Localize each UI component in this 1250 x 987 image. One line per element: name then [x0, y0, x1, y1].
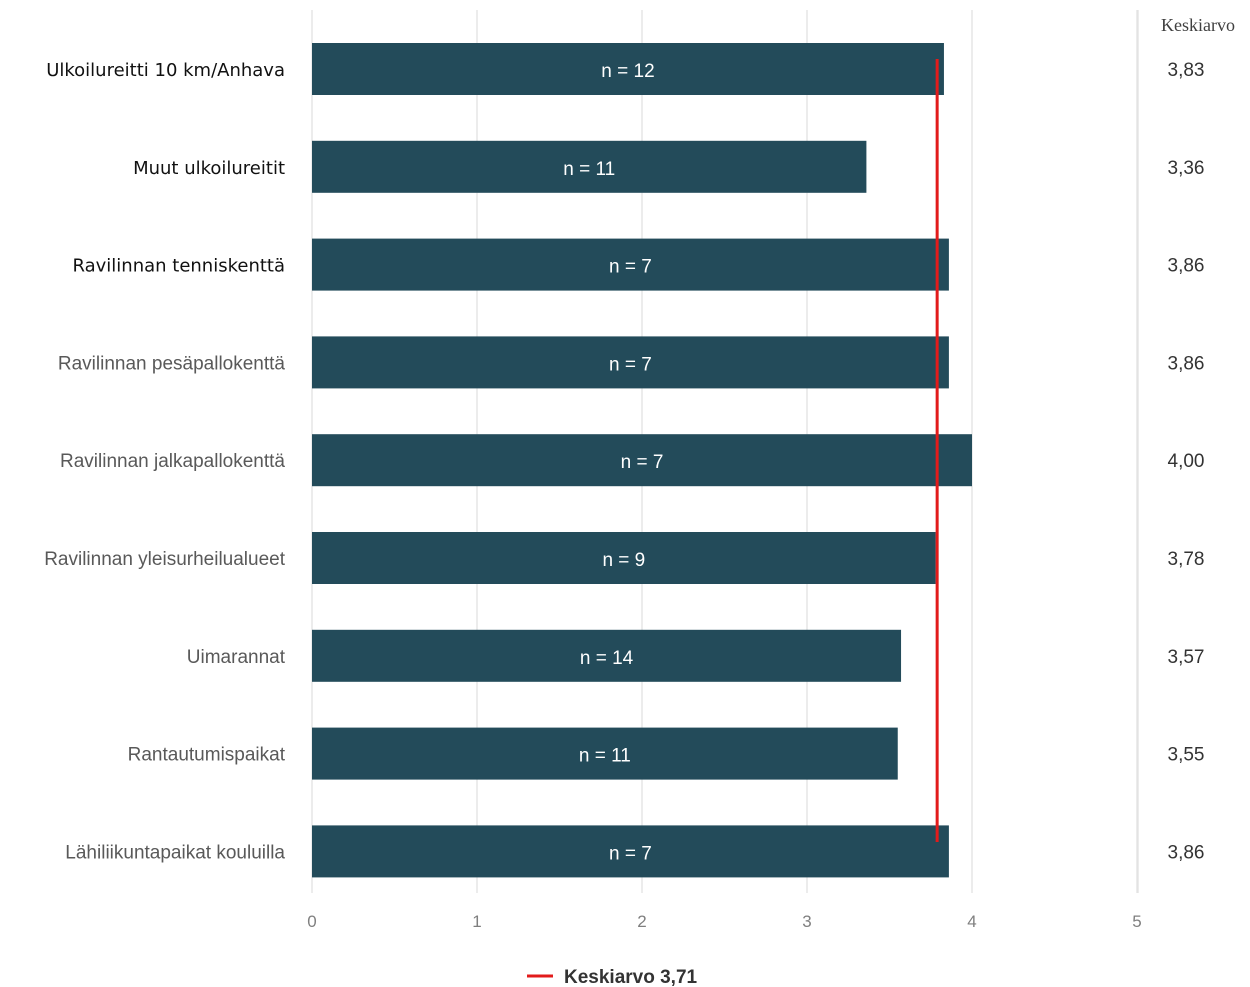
bar [312, 532, 936, 584]
category-label: Ulkoilureitti 10 km/Anhava [46, 60, 285, 81]
category-label: Ravilinnan tenniskenttä [72, 256, 285, 277]
category-label: Rantautumispaikat [128, 745, 286, 766]
bar-labels: n = 12 n = 11 n = 7 n = 7 n = 7 n = 9 n = 14 n … [563, 61, 663, 864]
category-label: Ravilinnan yleisurheilualueet [44, 549, 286, 570]
mean-value-label: 3,86 [1168, 842, 1205, 863]
mean-column-header: Keskiarvo [1161, 15, 1235, 35]
mean-value-label: 3,78 [1168, 549, 1205, 570]
bars [312, 43, 972, 878]
bar-data-label: n = 11 [579, 746, 631, 767]
legend-label: Keskiarvo 3,71 [564, 967, 698, 987]
bar [312, 434, 972, 487]
bar [312, 43, 944, 95]
bar-data-label: n = 14 [580, 648, 634, 669]
bar [312, 629, 902, 682]
category-label: Ravilinnan pesäpallokenttä [58, 353, 286, 374]
bar-data-label: n = 9 [602, 550, 645, 571]
bar [312, 825, 949, 878]
mean-column: Keskiarvo 3,83 3,36 3,86 3,86 4,00 3,78 3,57 3,… [1161, 15, 1235, 863]
x-tick-label: 1 [472, 912, 481, 931]
bar [312, 727, 898, 780]
x-tick-label: 0 [307, 912, 316, 931]
mean-value-label: 4,00 [1168, 451, 1205, 472]
mean-value-label: 3,55 [1168, 745, 1205, 766]
bar [312, 336, 949, 389]
bar [312, 140, 867, 193]
x-tick-label: 2 [637, 912, 646, 931]
x-axis-ticks: 0 1 2 3 4 5 [307, 912, 1141, 931]
bar-data-label: n = 12 [601, 61, 654, 82]
x-tick-label: 4 [967, 912, 976, 931]
bar-data-label: n = 7 [609, 257, 652, 278]
mean-value-label: 3,57 [1168, 647, 1205, 668]
category-label: Muut ulkoilureitit [133, 158, 285, 179]
mean-value-label: 3,86 [1168, 256, 1205, 277]
category-label: Ravilinnan jalkapallokenttä [60, 451, 285, 472]
mean-value-label: 3,83 [1168, 60, 1205, 81]
bar-data-label: n = 7 [609, 354, 652, 375]
legend: Keskiarvo 3,71 [527, 967, 698, 987]
x-tick-label: 3 [802, 912, 811, 931]
mean-value-label: 3,86 [1168, 353, 1205, 374]
category-label: Lähiliikuntapaikat kouluilla [65, 842, 285, 863]
bar-data-label: n = 7 [609, 843, 652, 864]
category-label: Uimarannat [187, 647, 286, 668]
bar-data-label: n = 7 [621, 452, 664, 473]
category-labels: Ulkoilureitti 10 km/Anhava Muut ulkoilure… [44, 60, 286, 863]
bar [312, 238, 949, 291]
mean-value-label: 3,36 [1168, 158, 1205, 179]
bar-data-label: n = 11 [563, 159, 615, 180]
x-tick-label: 5 [1132, 912, 1141, 931]
